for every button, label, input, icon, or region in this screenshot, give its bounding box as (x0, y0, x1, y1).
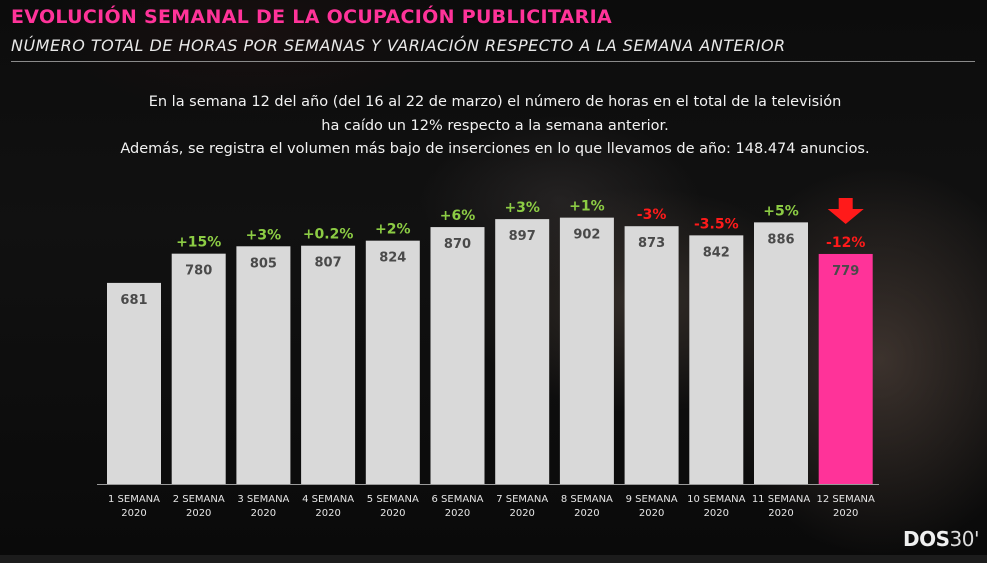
x-tick-label-8-line2: 2020 (574, 508, 599, 519)
x-tick-label-11-line2: 2020 (768, 508, 793, 519)
bar-10 (689, 235, 744, 484)
x-tick-label-2-line1: 2 SEMANA (173, 494, 225, 505)
x-tick-label-9-line2: 2020 (639, 508, 664, 519)
x-tick-label-1-line1: 1 SEMANA (108, 494, 160, 505)
variation-label-6: +6% (440, 208, 476, 224)
x-tick-label-8-line1: 8 SEMANA (561, 494, 613, 505)
bar-2 (171, 253, 226, 484)
bar-8 (559, 217, 614, 484)
description-line-3: Además, se registra el volumen más bajo … (120, 141, 870, 157)
x-tick-label-12-line2: 2020 (833, 508, 858, 519)
variation-label-4: +0.2% (303, 227, 354, 243)
variation-label-2: +15% (176, 235, 221, 251)
bar-12 (818, 253, 873, 484)
value-label-4: 807 (315, 256, 342, 271)
variation-label-8: +1% (569, 199, 605, 215)
x-tick-label-11-line1: 11 SEMANA (752, 494, 811, 505)
variation-label-12: -12% (826, 235, 865, 251)
bar-7 (495, 219, 550, 484)
variation-label-7: +3% (504, 200, 540, 216)
x-tick-label-4-line1: 4 SEMANA (302, 494, 354, 505)
value-label-6: 870 (444, 237, 471, 252)
bar-1 (107, 282, 161, 484)
value-label-2: 780 (185, 264, 212, 279)
bar-6 (430, 227, 485, 485)
bar-4 (301, 245, 356, 484)
down-arrow-icon (827, 197, 864, 224)
value-label-5: 824 (379, 251, 406, 266)
value-label-3: 805 (250, 256, 277, 271)
page-subtitle: NÚMERO TOTAL DE HORAS POR SEMANAS Y VARI… (11, 36, 786, 55)
x-tick-label-10-line2: 2020 (704, 508, 729, 519)
bar-3 (236, 246, 291, 484)
value-label-11: 886 (767, 232, 794, 247)
page-title: EVOLUCIÓN SEMANAL DE LA OCUPACIÓN PUBLIC… (11, 6, 612, 28)
bar-9 (624, 226, 679, 484)
x-tick-label-3-line1: 3 SEMANA (237, 494, 289, 505)
variation-label-11: +5% (763, 203, 799, 219)
x-tick-label-5-line1: 5 SEMANA (367, 494, 419, 505)
x-tick-label-6-line1: 6 SEMANA (432, 494, 484, 505)
x-tick-label-12-line1: 12 SEMANA (817, 494, 876, 505)
header-divider (11, 61, 975, 62)
logo-light: 30' (949, 527, 980, 551)
brand-logo: DOS30' (903, 527, 979, 551)
variation-label-9: -3% (637, 207, 667, 223)
description-line-1: En la semana 12 del año (del 16 al 22 de… (148, 94, 842, 110)
x-tick-label-6-line2: 2020 (445, 508, 470, 519)
x-tick-label-4-line2: 2020 (315, 508, 340, 519)
x-tick-label-2-line2: 2020 (186, 508, 211, 519)
x-tick-label-7-line1: 7 SEMANA (496, 494, 548, 505)
bar-5 (365, 240, 420, 484)
x-tick-label-5-line2: 2020 (380, 508, 405, 519)
variation-label-3: +3% (246, 227, 282, 243)
value-label-10: 842 (703, 245, 730, 260)
value-label-12: 779 (832, 264, 859, 279)
x-tick-label-9-line1: 9 SEMANA (626, 494, 678, 505)
x-tick-label-3-line2: 2020 (251, 508, 276, 519)
value-label-1: 681 (120, 293, 147, 308)
logo-bold: DOS (903, 527, 950, 551)
variation-label-5: +2% (375, 222, 411, 238)
value-label-9: 873 (638, 236, 665, 251)
value-label-8: 902 (573, 228, 600, 243)
x-tick-label-10-line1: 10 SEMANA (687, 494, 746, 505)
variation-label-10: -3.5% (694, 216, 739, 232)
x-tick-label-1-line2: 2020 (121, 508, 146, 519)
value-label-7: 897 (509, 229, 536, 244)
x-tick-label-7-line2: 2020 (509, 508, 534, 519)
bottom-strip (0, 555, 987, 563)
description-line-2: ha caído un 12% respecto a la semana ant… (321, 118, 669, 134)
bar-11 (754, 222, 808, 484)
